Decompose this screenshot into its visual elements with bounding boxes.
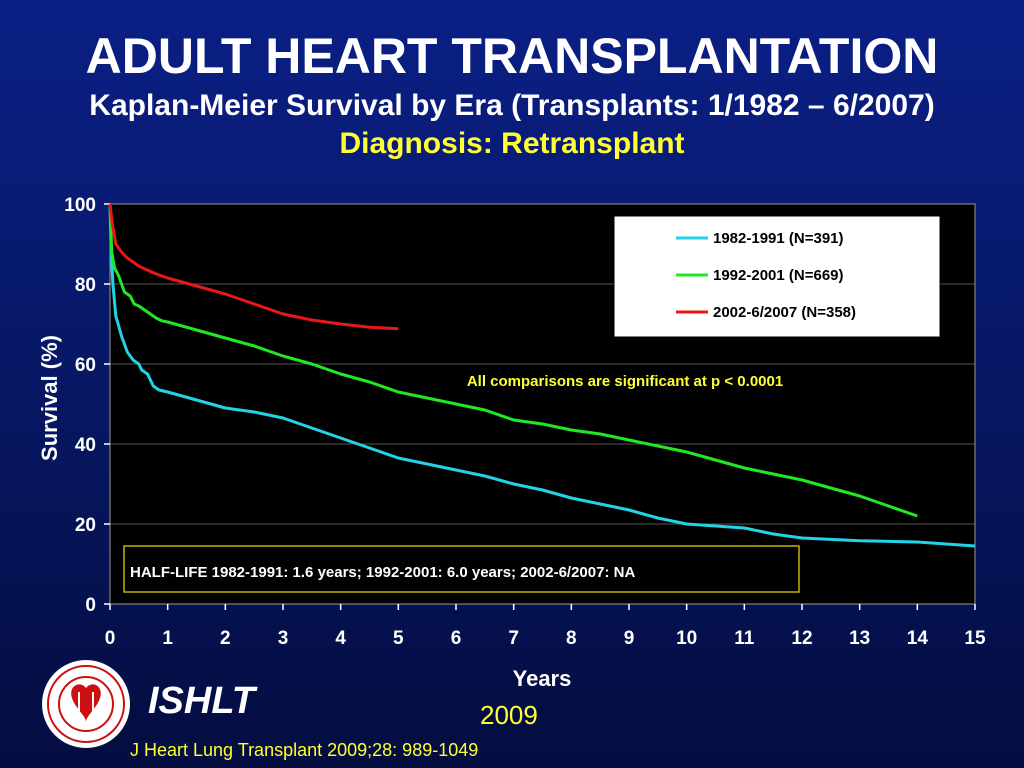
x-tick-label: 9: [624, 628, 635, 649]
x-tick-label: 8: [566, 628, 577, 649]
x-tick-label: 0: [105, 628, 116, 649]
series-line-2: [108, 203, 918, 518]
diagnosis-label: Diagnosis: Retransplant: [339, 127, 685, 160]
citation: J Heart Lung Transplant 2009;28: 989-104…: [130, 740, 479, 760]
slide-subtitle: Kaplan-Meier Survival by Era (Transplant…: [89, 89, 935, 122]
x-tick-label: 2: [220, 628, 231, 649]
y-tick-label: 20: [75, 515, 96, 536]
x-tick-label: 4: [335, 628, 346, 649]
x-tick-label: 14: [907, 628, 929, 649]
legend-label: 1982-1991 (N=391): [713, 230, 844, 247]
series-line-3: [108, 203, 399, 331]
series-line-1: [108, 203, 976, 548]
ishlt-logo-icon: [42, 660, 130, 748]
y-tick-label: 0: [85, 595, 96, 616]
x-tick-label: 15: [964, 628, 986, 649]
x-tick-label: 7: [508, 628, 519, 649]
x-tick-label: 6: [451, 628, 462, 649]
x-tick-label: 11: [734, 628, 755, 649]
x-tick-label: 1: [162, 628, 173, 649]
significance-note: All comparisons are significant at p < 0…: [467, 373, 783, 390]
y-tick-label: 60: [75, 355, 96, 376]
y-tick-label: 80: [75, 275, 96, 296]
y-tick-label: 40: [75, 435, 96, 456]
report-year: 2009: [480, 700, 538, 730]
slide-title: ADULT HEART TRANSPLANTATION: [85, 28, 939, 84]
half-life-box: [123, 545, 800, 593]
plot-border: [109, 203, 976, 605]
x-tick-label: 5: [393, 628, 404, 649]
x-tick-label: 10: [676, 628, 697, 649]
legend-label: 1992-2001 (N=669): [713, 267, 844, 284]
legend-label: 2002-6/2007 (N=358): [713, 304, 856, 321]
x-axis-title: Years: [513, 666, 572, 691]
x-tick-label: 12: [791, 628, 812, 649]
x-tick-label: 3: [278, 628, 289, 649]
half-life-note: HALF-LIFE 1982-1991: 1.6 years; 1992-200…: [130, 564, 635, 581]
y-axis-title: Survival (%): [37, 335, 62, 461]
org-name: ISHLT: [148, 680, 255, 722]
legend-box: [613, 215, 941, 338]
y-tick-label: 100: [64, 195, 96, 216]
x-tick-label: 13: [849, 628, 870, 649]
